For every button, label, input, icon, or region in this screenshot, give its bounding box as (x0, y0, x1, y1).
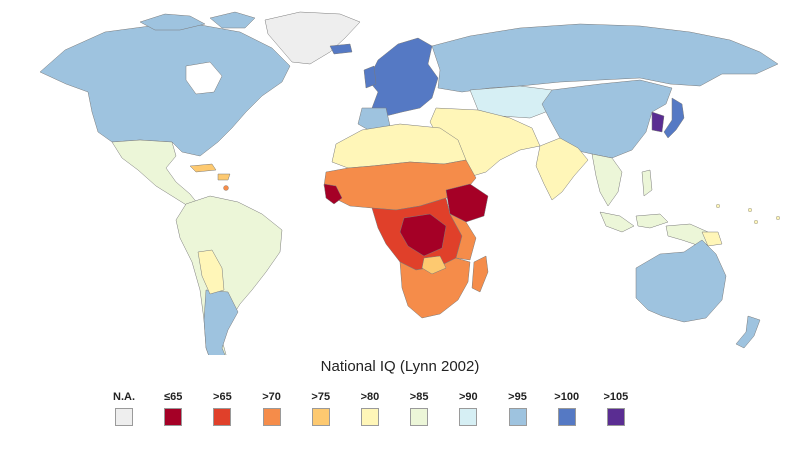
region-southern-cone (203, 289, 239, 355)
region-madagascar (471, 255, 489, 293)
region-papua (701, 231, 723, 247)
region-china (541, 79, 673, 159)
legend-swatch (410, 408, 429, 426)
legend-label: >65 (213, 391, 232, 403)
region-congo (399, 213, 447, 257)
region-greenland (264, 11, 361, 65)
region-andes (197, 249, 225, 295)
legend-label: N.A. (113, 391, 135, 403)
region-pacific-island-2 (748, 207, 753, 212)
legend-swatch (164, 408, 183, 426)
region-lesser-antilles (223, 185, 229, 191)
region-japan (663, 97, 685, 139)
legend-label: >70 (262, 391, 281, 403)
legend-item: N.A. (100, 390, 148, 430)
legend-swatch (115, 408, 133, 426)
legend-swatch (311, 408, 330, 426)
region-southeast-asia (591, 153, 623, 207)
legend-item: >70 (248, 390, 296, 430)
legend-label: >75 (311, 391, 331, 403)
legend-item: >90 (444, 390, 492, 430)
region-new-zealand (735, 315, 761, 349)
region-caribbean (189, 163, 231, 181)
region-korea (651, 111, 665, 133)
region-pacific-island-4 (776, 215, 781, 220)
legend-item: >80 (346, 390, 394, 430)
legend-item: >95 (494, 390, 542, 430)
region-pacific-island-1 (716, 203, 721, 208)
legend-item: >100 (543, 390, 591, 430)
region-mexico-central-america (111, 139, 199, 207)
world-map (39, 11, 781, 355)
region-india (535, 137, 589, 201)
legend-label: >100 (554, 391, 580, 403)
legend-label: >90 (458, 391, 478, 403)
legend-item: >85 (395, 390, 443, 430)
region-indonesia (599, 211, 717, 247)
legend: N.A. ≤65 >65 >70 >75 >80 >85 >90 >95 >100 >105 (100, 390, 640, 430)
legend-item: ≤65 (149, 390, 197, 430)
region-north-america (39, 23, 291, 157)
region-russia (431, 23, 779, 93)
legend-swatch (606, 408, 625, 426)
region-zimbabwe (421, 255, 447, 275)
legend-label: >95 (508, 391, 527, 403)
region-hudson-bay (185, 61, 223, 95)
region-europe (367, 37, 439, 117)
legend-item: >65 (198, 390, 246, 430)
legend-item: >75 (297, 390, 345, 430)
legend-swatch (213, 408, 232, 426)
region-south-america (175, 195, 283, 355)
region-arctic-islands (139, 11, 256, 31)
legend-swatch (557, 408, 576, 426)
region-philippines (641, 169, 653, 197)
legend-swatch (459, 408, 478, 426)
legend-label: >105 (603, 391, 629, 403)
legend-item: >105 (592, 390, 640, 430)
legend-label: >80 (360, 391, 380, 403)
legend-swatch (262, 408, 281, 426)
legend-label: ≤65 (164, 391, 183, 403)
region-pacific-island-3 (754, 219, 759, 224)
region-australia (635, 239, 727, 323)
region-british-isles (329, 43, 377, 89)
world-map-svg (39, 11, 781, 355)
region-east-africa (449, 213, 477, 261)
region-west-africa-coast (323, 183, 343, 205)
legend-swatch (508, 408, 527, 426)
legend-label: >85 (409, 391, 429, 403)
legend-swatch (360, 408, 379, 426)
map-title: National IQ (Lynn 2002) (320, 358, 480, 375)
